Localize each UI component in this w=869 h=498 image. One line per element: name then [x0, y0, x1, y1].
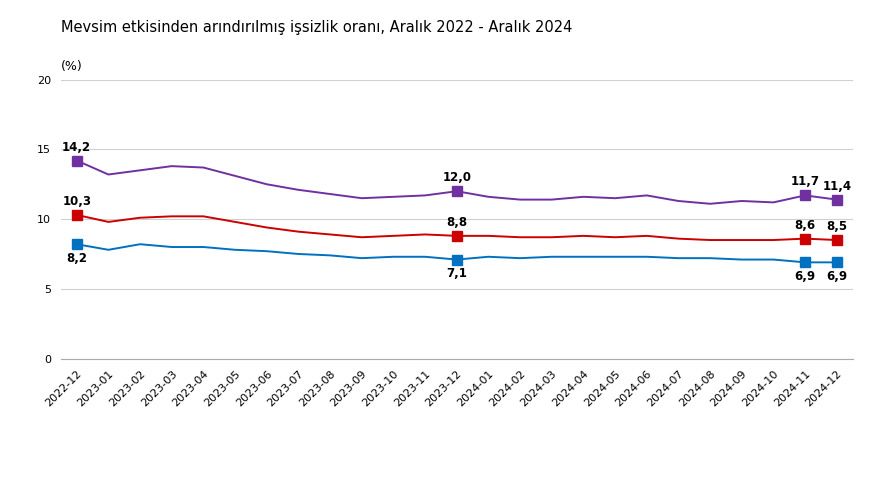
Text: 7,1: 7,1 [446, 267, 467, 280]
Text: 11,7: 11,7 [790, 175, 819, 188]
Text: 6,9: 6,9 [793, 270, 815, 283]
Text: Mevsim etkisinden arındırılmış işsizlik oranı, Aralık 2022 - Aralık 2024: Mevsim etkisinden arındırılmış işsizlik … [61, 20, 572, 35]
Text: 10,3: 10,3 [63, 195, 91, 208]
Text: 6,9: 6,9 [826, 270, 846, 283]
Text: (%): (%) [61, 60, 83, 73]
Text: 8,8: 8,8 [446, 216, 467, 229]
Text: 8,2: 8,2 [66, 252, 87, 265]
Text: 14,2: 14,2 [62, 140, 91, 153]
Text: 11,4: 11,4 [821, 180, 851, 193]
Text: 8,5: 8,5 [826, 220, 846, 233]
Text: 12,0: 12,0 [441, 171, 471, 184]
Text: 8,6: 8,6 [793, 219, 815, 232]
